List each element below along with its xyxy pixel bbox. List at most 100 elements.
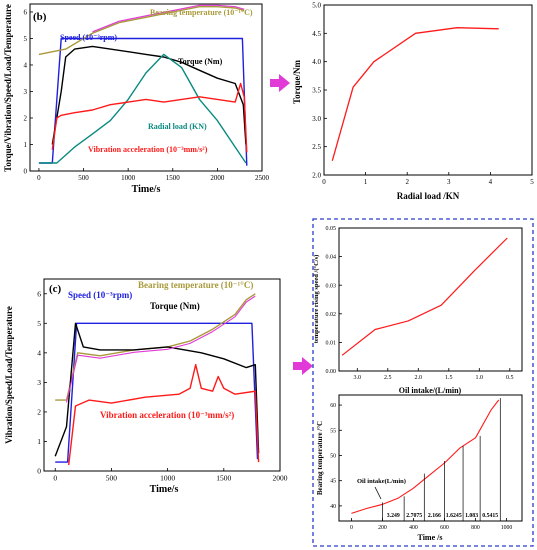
panel-c-right-top-ytick-label: 0.00: [326, 369, 337, 375]
bearing-temp-time-line: [351, 399, 500, 514]
panel-c-legend-bearing-temp: Bearing temperature (10⁻¹°C): [138, 280, 253, 290]
panel-b-legend-vibration: Vibration acceleration (10⁻³mm/s²): [88, 145, 208, 154]
interval-label: 3.249: [387, 513, 400, 519]
panel-b-xtick-label: 500: [78, 174, 89, 182]
panel-b-ytick-label: 3: [24, 88, 28, 96]
panel-c-legend-torque: Torque (Nm): [150, 301, 200, 311]
panel-c-right-bottom-xtick-label: 600: [440, 525, 449, 531]
panel-c-speed-line: [55, 322, 259, 463]
panel-b-ytick-label: 0: [24, 167, 28, 175]
panel-b-right-ytick-label: 2.5: [312, 143, 321, 151]
panel-b-ylabel: Torque/Vibration/Speed/Load/Temperature: [3, 4, 13, 172]
panel-b-right-ticks: 0 1 2 3 4 5 2.0 2.5 3.0 3.5 4.0 4.5 5.0: [312, 1, 534, 186]
panel-c-right-bottom-xtick-label: 1000: [501, 525, 513, 531]
panel-b-ytick-label: 1: [24, 141, 28, 149]
panel-c-xlabel: Time/s: [150, 484, 179, 495]
panel-b-radial-load-line: [38, 53, 247, 164]
panel-b-label: (b): [33, 11, 47, 23]
panel-c-ticks: 0 500 1000 1500 2000 0 1 2 3 4 5 6: [37, 289, 288, 482]
panel-c-right-bottom-frame: [338, 394, 523, 522]
panel-b-xtick-label: 0: [37, 174, 41, 182]
panel-b-right-ytick-label: 3.0: [312, 115, 321, 123]
panel-c-right-top-series: [341, 237, 508, 356]
interval-label: 1.6245: [446, 513, 462, 519]
panel-b-xtick-label: 1500: [166, 174, 181, 182]
interval-label: 2.166: [428, 513, 441, 519]
panel-c-right-top-xtick-label: 0.5: [506, 375, 514, 381]
panel-b-right-ytick-label: 4.5: [312, 30, 321, 38]
panel-b-xlabel: Time/s: [132, 184, 161, 195]
interval-label: 0.5415: [482, 513, 498, 519]
panel-c-right-top-xtick-label: 2.5: [384, 375, 392, 381]
panel-b-right-ylabel: Torque/Nm: [292, 59, 302, 104]
panel-b-right-ytick-label: 4.0: [312, 58, 321, 66]
panel-b-right-xlabel: Radial load /KN: [397, 191, 460, 201]
panel-b-right-xtick-label: 2: [405, 178, 409, 186]
panel-c-right-bottom-series: [351, 399, 500, 514]
panel-c-right-bottom-xtick-label: 400: [409, 525, 418, 531]
panel-b-xtick-label: 2000: [210, 174, 225, 182]
panel-c-right-top-ytick-label: 0.01: [326, 341, 337, 347]
interval-label: 2.7075: [406, 513, 422, 519]
oil-intake-annotation-title: Oil intake(L/min): [357, 478, 406, 485]
panel-b-legend-bearing-temp: Bearing temperature (10⁻¹°C): [150, 8, 253, 17]
panel-c-right-bottom-xtick-label: 800: [471, 525, 480, 531]
panel-c-right-bottom-ytick-label: 60: [330, 403, 336, 409]
panel-b-ytick-label: 4: [24, 61, 28, 69]
panel-c-right-top-ytick-label: 0.04: [326, 255, 337, 261]
panel-b-right-xtick-label: 0: [322, 178, 326, 186]
panel-c-right-bottom-ticks: 0 200 400 600 800 1000 40 45 50 55 60: [330, 403, 512, 531]
panel-b-ytick-label: 2: [24, 114, 28, 122]
panel-c-right-bottom-intervals: 3.249 2.7075 2.166 1.6245 1.083 0.5415: [382, 398, 501, 521]
panel-c-right-bottom-xtick-label: 0: [350, 525, 353, 531]
panel-b: 0 500 1000 1500 2000 2500 0 1 2 3 4 5 6 (b) Speed (1…: [3, 3, 270, 195]
panel-c-right-top-ylabel: temperature rising speed /(°C/s): [313, 255, 320, 344]
panel-b-ticks: 0 500 1000 1500 2000 2500 0 1 2 3 4 5 6: [24, 8, 270, 182]
panel-b-xtick-label: 2500: [255, 174, 270, 182]
panel-c-legend-vibration: Vibration acceleration (10⁻³mm/s²): [100, 410, 234, 420]
panel-b-right-frame: [323, 4, 533, 176]
panel-b-right-ytick-label: 5.0: [312, 1, 321, 9]
panel-b-legend-speed: Speed (10⁻³rpm): [60, 33, 117, 42]
panel-b-right-ytick-label: 2.0: [312, 171, 321, 179]
panel-c-right-bottom-xlabel: Time /s: [418, 533, 443, 542]
panel-c-ytick-label: 0: [37, 467, 41, 476]
panel-c-xtick-label: 1000: [160, 474, 175, 483]
rising-speed-line: [341, 237, 508, 356]
torque-vs-load-line: [331, 27, 499, 161]
panel-c-ylabel: Vibration/Speed/Load/Temperature: [4, 306, 14, 444]
panel-c-xtick-label: 2000: [273, 474, 288, 483]
panel-b-xtick-label: 1000: [121, 174, 136, 182]
panel-c-label: (c): [49, 283, 62, 295]
panel-c-ytick-label: 2: [37, 408, 41, 417]
panel-c-right-bottom-ytick-label: 50: [330, 454, 336, 460]
panel-c-right-bottom: 0 200 400 600 800 1000 40 45 50 55 60 3.249 2.7075 2…: [316, 394, 523, 542]
panel-c-right-top-frame: [338, 227, 523, 372]
panel-c-right-bottom-ylabel: Bearing temperature /°C: [316, 421, 324, 495]
panel-c-right-top-xtick-label: 1.5: [445, 375, 453, 381]
panel-c-ytick-label: 1: [37, 437, 41, 446]
panel-c-series: [54, 293, 260, 466]
panel-b-ytick-label: 5: [24, 35, 28, 43]
panel-c-right-top-ytick-label: 0.02: [326, 312, 337, 318]
panel-c-right-top-ticks: 3.0 2.5 2.0 1.5 1.0 0.5 0.00 0.01 0.02 0.03 0.04 0.…: [326, 226, 514, 381]
panel-b-right-ytick-label: 3.5: [312, 86, 321, 94]
panel-c-right-top-xtick-label: 1.0: [476, 375, 484, 381]
panel-b-right-xtick-label: 5: [530, 178, 534, 186]
panel-c-xtick-label: 1500: [216, 474, 231, 483]
panel-c-ytick-label: 4: [37, 348, 41, 357]
panel-b-frame: [29, 3, 263, 172]
panel-b-legend-radial-load: Radial load (KN): [148, 122, 207, 131]
panel-c-vibration-line: [68, 364, 260, 466]
panel-c-right-bottom-xtick-label: 200: [378, 525, 387, 531]
panel-c-torque-line: [54, 322, 260, 457]
panel-c-right-top-ytick-label: 0.05: [326, 226, 337, 232]
panel-b-ytick-label: 6: [24, 8, 28, 16]
panel-c-right-bottom-ytick-label: 45: [330, 479, 336, 485]
panel-b-arrow: [270, 74, 290, 92]
panel-c-ytick-label: 6: [37, 289, 41, 298]
panel-c-ytick-label: 3: [37, 378, 41, 387]
panel-b-bearing-temp-line-2: [92, 4, 245, 33]
panel-c-right-top-ytick-label: 0.03: [326, 283, 337, 289]
